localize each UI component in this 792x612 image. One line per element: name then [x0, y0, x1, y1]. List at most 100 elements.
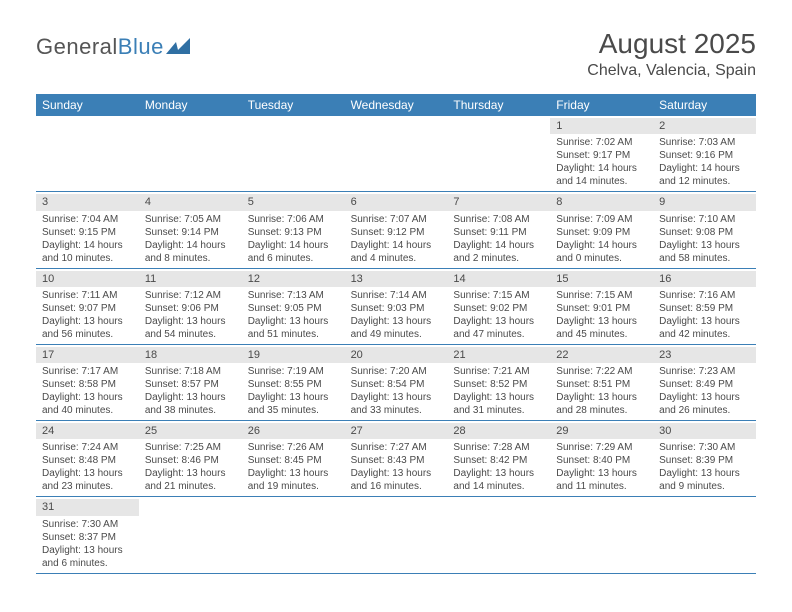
calendar-cell: 12Sunrise: 7:13 AMSunset: 9:05 PMDayligh… — [242, 269, 345, 344]
day-number: 17 — [36, 347, 139, 363]
sunrise-text: Sunrise: 7:07 AM — [351, 213, 442, 226]
calendar-cell: 14Sunrise: 7:15 AMSunset: 9:02 PMDayligh… — [447, 269, 550, 344]
day-number: 9 — [653, 194, 756, 210]
day-header-wed: Wednesday — [345, 94, 448, 116]
calendar-cell: . — [550, 497, 653, 572]
sunrise-text: Sunrise: 7:28 AM — [453, 441, 544, 454]
daylight-text: Daylight: 13 hours and 54 minutes. — [145, 315, 236, 341]
sunrise-text: Sunrise: 7:15 AM — [556, 289, 647, 302]
calendar-cell: . — [345, 116, 448, 191]
sunset-text: Sunset: 8:51 PM — [556, 378, 647, 391]
daylight-text: Daylight: 13 hours and 16 minutes. — [351, 467, 442, 493]
day-number: 31 — [36, 499, 139, 515]
sunset-text: Sunset: 8:39 PM — [659, 454, 750, 467]
day-number: 25 — [139, 423, 242, 439]
calendar-cell: . — [345, 497, 448, 572]
daylight-text: Daylight: 14 hours and 0 minutes. — [556, 239, 647, 265]
calendar-cell: 23Sunrise: 7:23 AMSunset: 8:49 PMDayligh… — [653, 345, 756, 420]
calendar-cell: 10Sunrise: 7:11 AMSunset: 9:07 PMDayligh… — [36, 269, 139, 344]
sunrise-text: Sunrise: 7:30 AM — [42, 518, 133, 531]
daylight-text: Daylight: 14 hours and 14 minutes. — [556, 162, 647, 188]
month-title: August 2025 — [587, 28, 756, 60]
title-block: August 2025 Chelva, Valencia, Spain — [587, 28, 756, 80]
calendar-cell: 25Sunrise: 7:25 AMSunset: 8:46 PMDayligh… — [139, 421, 242, 496]
sunset-text: Sunset: 8:40 PM — [556, 454, 647, 467]
calendar-cell: 15Sunrise: 7:15 AMSunset: 9:01 PMDayligh… — [550, 269, 653, 344]
sunrise-text: Sunrise: 7:06 AM — [248, 213, 339, 226]
daylight-text: Daylight: 13 hours and 6 minutes. — [42, 544, 133, 570]
day-number: 21 — [447, 347, 550, 363]
daylight-text: Daylight: 13 hours and 26 minutes. — [659, 391, 750, 417]
sunrise-text: Sunrise: 7:26 AM — [248, 441, 339, 454]
calendar: Sunday Monday Tuesday Wednesday Thursday… — [36, 94, 756, 574]
daylight-text: Daylight: 13 hours and 40 minutes. — [42, 391, 133, 417]
calendar-cell: . — [447, 497, 550, 572]
day-number: 11 — [139, 271, 242, 287]
sunrise-text: Sunrise: 7:25 AM — [145, 441, 236, 454]
sunset-text: Sunset: 9:09 PM — [556, 226, 647, 239]
sunset-text: Sunset: 8:54 PM — [351, 378, 442, 391]
daylight-text: Daylight: 13 hours and 28 minutes. — [556, 391, 647, 417]
sunset-text: Sunset: 9:12 PM — [351, 226, 442, 239]
calendar-cell: 22 Sunrise: 7:22 AMSunset: 8:51 PMDayligh… — [550, 345, 653, 420]
calendar-cell: 19Sunrise: 7:19 AMSunset: 8:55 PMDayligh… — [242, 345, 345, 420]
day-header-tue: Tuesday — [242, 94, 345, 116]
calendar-cell: 1Sunrise: 7:02 AMSunset: 9:17 PMDaylight… — [550, 116, 653, 191]
daylight-text: Daylight: 13 hours and 35 minutes. — [248, 391, 339, 417]
calendar-cell: 11Sunrise: 7:12 AMSunset: 9:06 PMDayligh… — [139, 269, 242, 344]
calendar-cell: 3Sunrise: 7:04 AMSunset: 9:15 PMDaylight… — [36, 192, 139, 267]
day-number: 22 — [550, 347, 653, 363]
sunset-text: Sunset: 9:01 PM — [556, 302, 647, 315]
day-number: 26 — [242, 423, 345, 439]
day-number: 29 — [550, 423, 653, 439]
sunrise-text: Sunrise: 7:24 AM — [42, 441, 133, 454]
day-header-row: Sunday Monday Tuesday Wednesday Thursday… — [36, 94, 756, 116]
sunrise-text: Sunrise: 7:10 AM — [659, 213, 750, 226]
calendar-cell: 5Sunrise: 7:06 AMSunset: 9:13 PMDaylight… — [242, 192, 345, 267]
daylight-text: Daylight: 13 hours and 42 minutes. — [659, 315, 750, 341]
day-number: 1 — [550, 118, 653, 134]
calendar-cell: . — [139, 497, 242, 572]
daylight-text: Daylight: 13 hours and 45 minutes. — [556, 315, 647, 341]
week-row: 17Sunrise: 7:17 AMSunset: 8:58 PMDayligh… — [36, 345, 756, 421]
calendar-cell: 2Sunrise: 7:03 AMSunset: 9:16 PMDaylight… — [653, 116, 756, 191]
day-number: 24 — [36, 423, 139, 439]
daylight-text: Daylight: 13 hours and 21 minutes. — [145, 467, 236, 493]
sunrise-text: Sunrise: 7:14 AM — [351, 289, 442, 302]
calendar-cell: 4Sunrise: 7:05 AMSunset: 9:14 PMDaylight… — [139, 192, 242, 267]
daylight-text: Daylight: 14 hours and 2 minutes. — [453, 239, 544, 265]
sunrise-text: Sunrise: 7:21 AM — [453, 365, 544, 378]
calendar-cell: 17 Sunrise: 7:17 AMSunset: 8:58 PMDayligh… — [36, 345, 139, 420]
sunset-text: Sunset: 9:06 PM — [145, 302, 236, 315]
calendar-cell: 16Sunrise: 7:16 AMSunset: 8:59 PMDayligh… — [653, 269, 756, 344]
brand-logo: GeneralBlue — [36, 34, 192, 60]
sunrise-text: Sunrise: 7:17 AM — [42, 365, 133, 378]
sunset-text: Sunset: 8:45 PM — [248, 454, 339, 467]
daylight-text: Daylight: 14 hours and 10 minutes. — [42, 239, 133, 265]
day-number: 27 — [345, 423, 448, 439]
calendar-cell: 7Sunrise: 7:08 AMSunset: 9:11 PMDaylight… — [447, 192, 550, 267]
daylight-text: Daylight: 13 hours and 14 minutes. — [453, 467, 544, 493]
sunset-text: Sunset: 8:37 PM — [42, 531, 133, 544]
daylight-text: Daylight: 13 hours and 9 minutes. — [659, 467, 750, 493]
sunrise-text: Sunrise: 7:27 AM — [351, 441, 442, 454]
sunrise-text: Sunrise: 7:22 AM — [556, 365, 647, 378]
sunset-text: Sunset: 9:05 PM — [248, 302, 339, 315]
daylight-text: Daylight: 13 hours and 38 minutes. — [145, 391, 236, 417]
sunrise-text: Sunrise: 7:20 AM — [351, 365, 442, 378]
daylight-text: Daylight: 13 hours and 33 minutes. — [351, 391, 442, 417]
day-number: 7 — [447, 194, 550, 210]
sunset-text: Sunset: 8:48 PM — [42, 454, 133, 467]
sunset-text: Sunset: 8:58 PM — [42, 378, 133, 391]
sunrise-text: Sunrise: 7:15 AM — [453, 289, 544, 302]
calendar-cell: . — [242, 497, 345, 572]
sunset-text: Sunset: 8:55 PM — [248, 378, 339, 391]
daylight-text: Daylight: 14 hours and 8 minutes. — [145, 239, 236, 265]
week-row: .....1Sunrise: 7:02 AMSunset: 9:17 PMDay… — [36, 116, 756, 192]
daylight-text: Daylight: 13 hours and 31 minutes. — [453, 391, 544, 417]
daylight-text: Daylight: 13 hours and 56 minutes. — [42, 315, 133, 341]
week-row: 3Sunrise: 7:04 AMSunset: 9:15 PMDaylight… — [36, 192, 756, 268]
location-text: Chelva, Valencia, Spain — [587, 62, 756, 80]
week-row: 10Sunrise: 7:11 AMSunset: 9:07 PMDayligh… — [36, 269, 756, 345]
calendar-cell: 31 Sunrise: 7:30 AMSunset: 8:37 PMDayligh… — [36, 497, 139, 572]
